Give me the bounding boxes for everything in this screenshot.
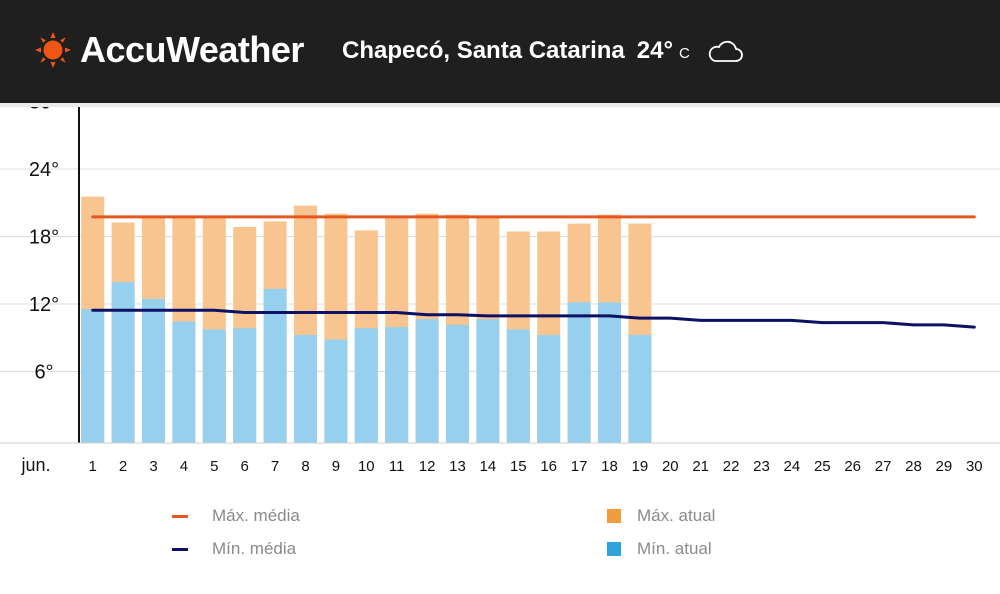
line-min-average [91, 308, 976, 329]
bar-min-actual-5 [202, 329, 226, 443]
x-tick-label-4: 4 [180, 458, 188, 475]
x-tick-label-23: 23 [753, 458, 770, 475]
legend-min-actual-label: Mín. atual [637, 539, 712, 558]
legend-min-avg-label: Mín. média [212, 539, 297, 558]
chart-bars [81, 196, 652, 443]
x-tick-label-9: 9 [332, 458, 340, 475]
legend-min-actual-swatch [607, 542, 621, 556]
bar-min-actual-4 [172, 321, 196, 443]
bar-min-actual-11 [385, 327, 409, 443]
x-axis-title: jun. [20, 455, 50, 475]
x-tick-label-30: 30 [966, 458, 983, 475]
x-tick-label-8: 8 [301, 458, 309, 475]
temperature-unit: C [679, 45, 690, 62]
bar-min-actual-13 [446, 324, 469, 443]
bar-min-actual-3 [142, 299, 165, 443]
accuweather-logo[interactable]: AccuWeather [34, 30, 304, 70]
x-tick-label-6: 6 [241, 458, 249, 475]
x-tick-label-21: 21 [692, 458, 709, 475]
x-tick-label-2: 2 [119, 458, 127, 475]
legend-max-avg-swatch [172, 514, 188, 518]
x-tick-label-12: 12 [419, 458, 436, 475]
legend-max-actual: Máx. atual [607, 506, 715, 526]
bar-min-actual-9 [324, 339, 348, 443]
app-header: AccuWeather Chapecó, Santa Catarina 24° … [0, 0, 1000, 103]
chart-grid [0, 168, 1000, 372]
bar-min-actual-2 [111, 282, 135, 443]
bar-min-actual-17 [567, 302, 591, 443]
x-tick-label-29: 29 [936, 458, 953, 475]
sun-logo-icon [35, 32, 71, 68]
x-tick-label-5: 5 [210, 458, 218, 475]
location-name: Chapecó, Santa Catarina [342, 37, 625, 64]
bar-min-actual-1 [81, 309, 105, 443]
bar-min-actual-19 [628, 335, 652, 443]
x-tick-label-11: 11 [389, 458, 405, 475]
bar-min-actual-7 [263, 288, 287, 443]
x-tick-label-24: 24 [784, 458, 801, 475]
chart-axes [0, 107, 1000, 444]
legend-max-actual-label: Máx. atual [637, 506, 716, 525]
legend-min-actual: Mín. atual [607, 539, 712, 559]
bar-min-actual-8 [294, 335, 317, 443]
legend-max-actual-swatch [607, 509, 621, 523]
y-tick-label-24: 24° [29, 159, 59, 181]
bar-min-actual-15 [506, 329, 530, 443]
y-tick-label-6: 6° [34, 362, 53, 384]
bar-min-actual-16 [537, 335, 561, 443]
chart-lines [91, 215, 976, 329]
x-tick-label-16: 16 [540, 458, 557, 475]
x-tick-label-1: 1 [89, 458, 97, 475]
temperature-chart: 6°12°18°24°30° 1234567891011121314151617… [0, 107, 1000, 475]
bar-min-actual-14 [476, 319, 500, 443]
y-axis-labels: 6° 12° 18° 24° 30° [29, 107, 59, 384]
x-tick-label-27: 27 [875, 458, 892, 475]
bar-min-actual-18 [598, 302, 621, 443]
y-tick-label-30: 30° [29, 107, 59, 114]
bar-min-actual-6 [233, 328, 257, 443]
x-tick-label-10: 10 [358, 458, 375, 475]
x-tick-label-3: 3 [149, 458, 157, 475]
y-tick-label-12: 12° [29, 294, 59, 316]
y-tick-label-18: 18° [29, 227, 59, 249]
x-tick-label-15: 15 [510, 458, 527, 475]
x-tick-label-26: 26 [844, 458, 861, 475]
legend-min-avg: Mín. média [172, 539, 296, 559]
x-axis-labels: 1 2 3 4 5 6 7 8 9 10 11 12 13 14 15 16 17 18 19 20 21 22 23 24 2… [89, 458, 983, 475]
current-conditions[interactable]: Chapecó, Santa Catarina 24° C [342, 34, 744, 65]
current-temperature: 24° [636, 37, 674, 64]
x-tick-label-19: 19 [632, 458, 649, 475]
legend-min-avg-swatch [172, 547, 188, 551]
legend-max-avg-label: Máx. média [212, 506, 300, 525]
brand-name: AccuWeather [80, 29, 304, 70]
header-divider [0, 103, 1000, 107]
x-tick-label-13: 13 [449, 458, 466, 475]
x-tick-label-7: 7 [271, 458, 279, 475]
bar-min-actual-10 [354, 328, 378, 443]
x-tick-label-14: 14 [480, 458, 497, 475]
x-tick-label-28: 28 [905, 458, 922, 475]
x-tick-label-22: 22 [723, 458, 740, 475]
x-tick-label-25: 25 [814, 458, 831, 475]
bar-min-actual-12 [415, 319, 439, 443]
x-tick-label-18: 18 [601, 458, 618, 475]
x-tick-label-20: 20 [662, 458, 679, 475]
legend-max-avg: Máx. média [172, 506, 300, 526]
cloud-icon [708, 40, 743, 62]
x-tick-label-17: 17 [571, 458, 588, 475]
